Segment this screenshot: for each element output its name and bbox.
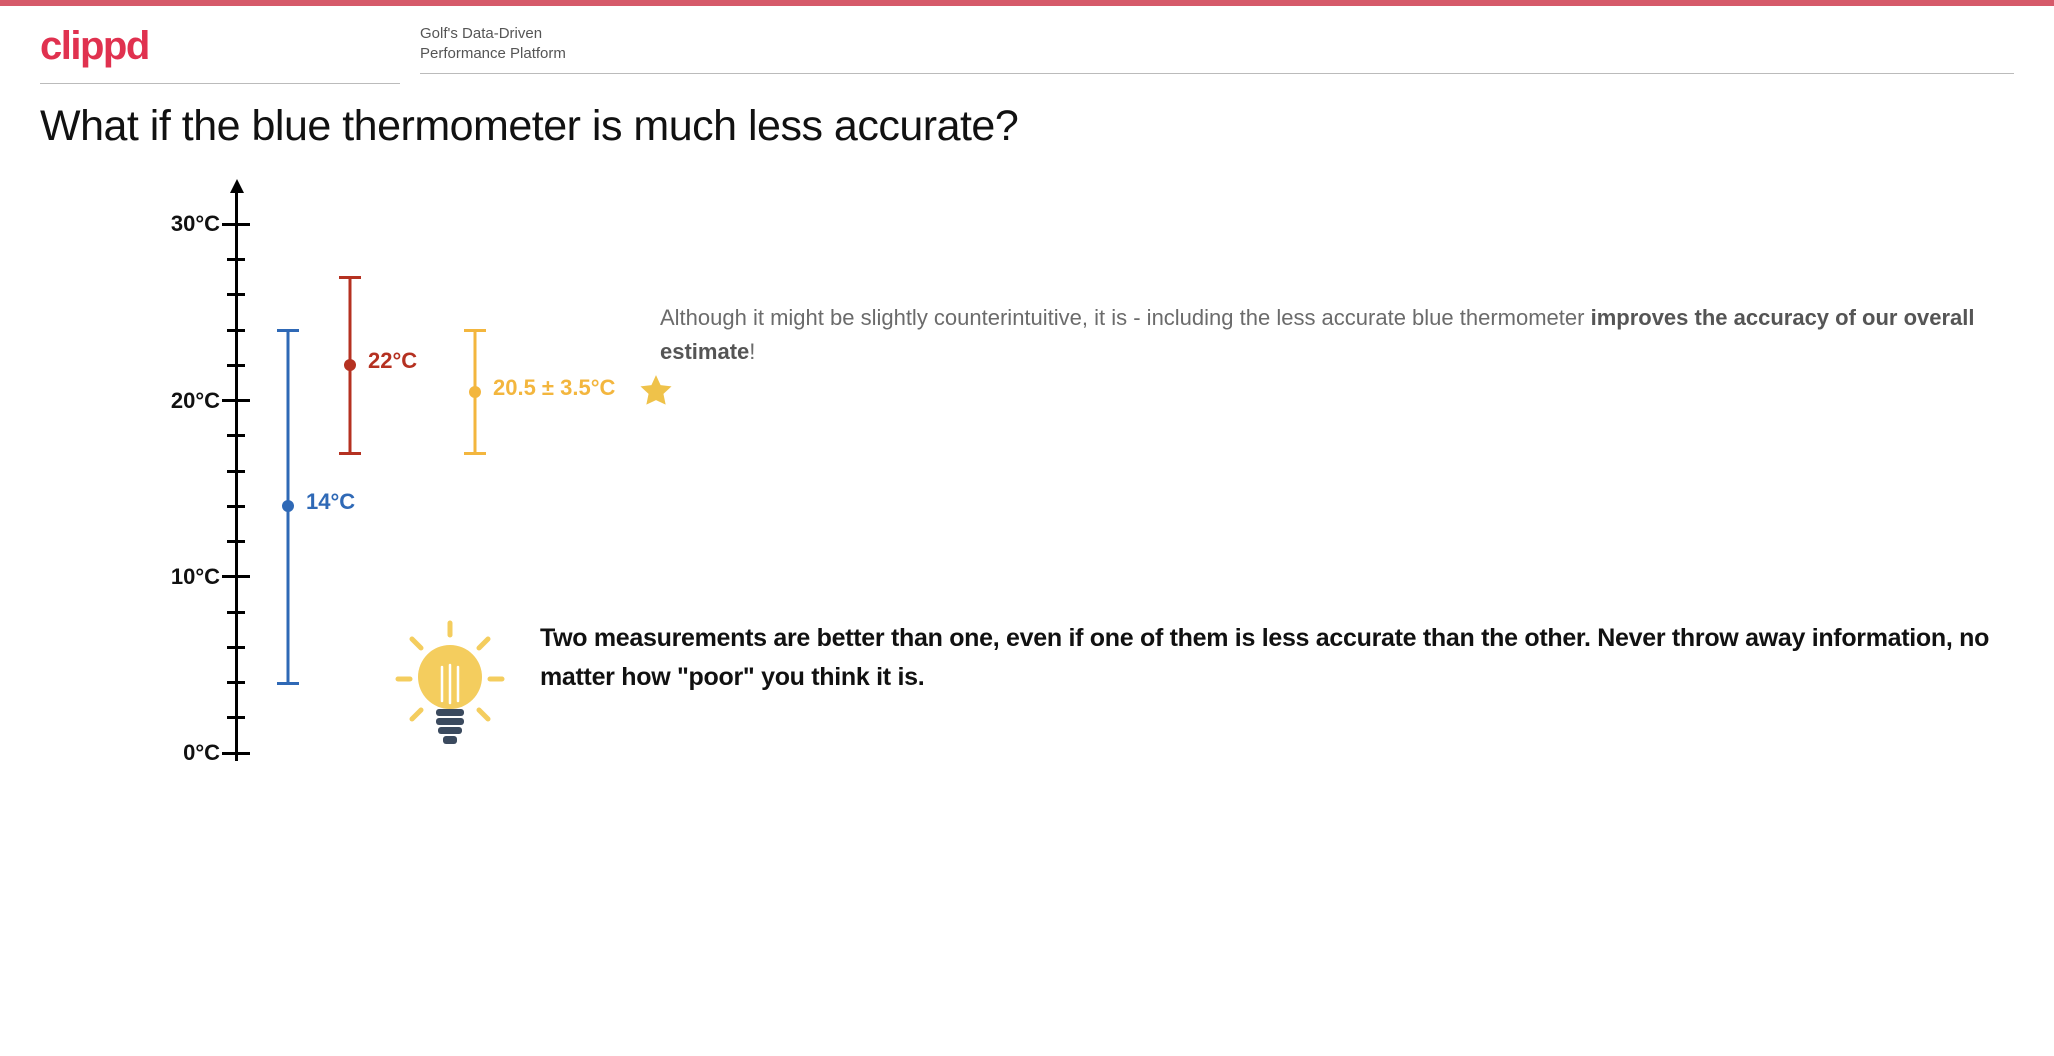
value-label-blue: 14°C xyxy=(306,489,355,515)
major-tick xyxy=(222,223,250,226)
takeaway-text: Two measurements are better than one, ev… xyxy=(540,619,2014,697)
minor-tick xyxy=(227,505,245,508)
errorbar-cap-top xyxy=(339,276,361,279)
minor-tick xyxy=(227,434,245,437)
header: clippd Golf's Data-Driven Performance Pl… xyxy=(0,6,2054,84)
value-label-yellow: 20.5 ± 3.5°C xyxy=(493,375,615,401)
star-icon xyxy=(637,372,675,415)
minor-tick xyxy=(227,258,245,261)
y-axis-arrow xyxy=(230,179,244,193)
errorbar-cap-bottom xyxy=(277,682,299,685)
paragraph-post: ! xyxy=(749,339,755,364)
chart-column: 0°C10°C20°C30°C14°C22°C20.5 ± 3.5°C xyxy=(40,181,660,761)
tagline-block: Golf's Data-Driven Performance Platform xyxy=(420,24,2014,74)
major-tick xyxy=(222,399,250,402)
explanation-column: Although it might be slightly counterint… xyxy=(660,181,2014,761)
minor-tick xyxy=(227,293,245,296)
errorbar-dot xyxy=(344,359,356,371)
tagline-line1: Golf's Data-Driven xyxy=(420,24,2014,44)
errorbar-cap-bottom xyxy=(339,452,361,455)
minor-tick xyxy=(227,611,245,614)
errorbar-cap-top xyxy=(464,329,486,332)
explanation-paragraph: Although it might be slightly counterint… xyxy=(660,301,2014,369)
minor-tick xyxy=(227,681,245,684)
paragraph-pre: Although it might be slightly counterint… xyxy=(660,305,1591,330)
minor-tick xyxy=(227,716,245,719)
major-tick xyxy=(222,575,250,578)
tick-label: 10°C xyxy=(171,564,220,590)
minor-tick xyxy=(227,329,245,332)
content-row: 0°C 10°C 20°C 30°C 14°C 22°C 20.5 ± 3.5°C Alth… xyxy=(0,161,2054,801)
errorbar-cap-top xyxy=(277,329,299,332)
tick-label: 0°C xyxy=(183,740,220,766)
tick-label: 30°C xyxy=(171,211,220,237)
tick-label: 20°C xyxy=(171,388,220,414)
minor-tick xyxy=(227,364,245,367)
page-title: What if the blue thermometer is much les… xyxy=(0,84,2054,161)
errorbar-cap-bottom xyxy=(464,452,486,455)
minor-tick xyxy=(227,540,245,543)
thermometer-chart: 0°C10°C20°C30°C14°C22°C20.5 ± 3.5°C xyxy=(40,181,640,761)
y-axis-line xyxy=(235,189,238,761)
logo-block: clippd xyxy=(40,24,400,84)
value-label-red: 22°C xyxy=(368,348,417,374)
major-tick xyxy=(222,752,250,755)
tagline-line2: Performance Platform xyxy=(420,44,2014,64)
errorbar-dot xyxy=(282,500,294,512)
minor-tick xyxy=(227,470,245,473)
errorbar-dot xyxy=(469,386,481,398)
brand-logo: clippd xyxy=(40,24,400,69)
minor-tick xyxy=(227,646,245,649)
